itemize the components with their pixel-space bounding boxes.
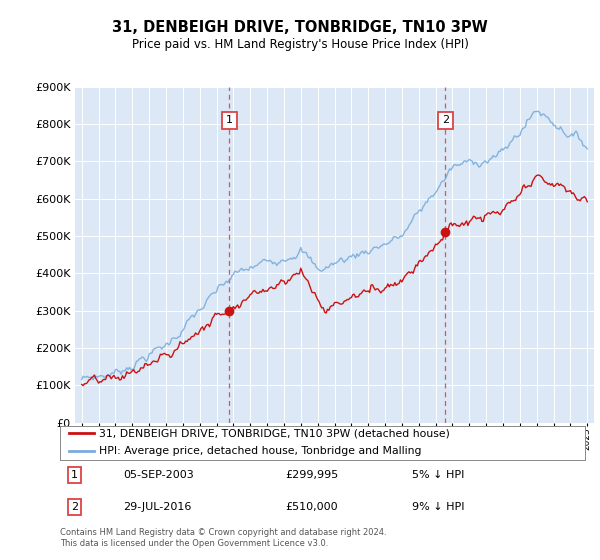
Text: 5% ↓ HPI: 5% ↓ HPI: [412, 470, 464, 480]
Text: £299,995: £299,995: [286, 470, 339, 480]
Text: £510,000: £510,000: [286, 502, 338, 512]
Text: 1: 1: [71, 470, 78, 480]
Text: Contains HM Land Registry data © Crown copyright and database right 2024.: Contains HM Land Registry data © Crown c…: [60, 528, 386, 536]
Text: 2: 2: [71, 502, 78, 512]
Text: This data is licensed under the Open Government Licence v3.0.: This data is licensed under the Open Gov…: [60, 539, 328, 548]
Text: Price paid vs. HM Land Registry's House Price Index (HPI): Price paid vs. HM Land Registry's House …: [131, 38, 469, 51]
Text: 31, DENBEIGH DRIVE, TONBRIDGE, TN10 3PW: 31, DENBEIGH DRIVE, TONBRIDGE, TN10 3PW: [112, 20, 488, 35]
Text: 2: 2: [442, 115, 449, 125]
Text: 31, DENBEIGH DRIVE, TONBRIDGE, TN10 3PW (detached house): 31, DENBEIGH DRIVE, TONBRIDGE, TN10 3PW …: [100, 428, 450, 438]
Text: 29-JUL-2016: 29-JUL-2016: [123, 502, 191, 512]
Text: 05-SEP-2003: 05-SEP-2003: [123, 470, 194, 480]
Text: 1: 1: [226, 115, 233, 125]
Text: HPI: Average price, detached house, Tonbridge and Malling: HPI: Average price, detached house, Tonb…: [100, 446, 422, 456]
Text: 9% ↓ HPI: 9% ↓ HPI: [412, 502, 464, 512]
